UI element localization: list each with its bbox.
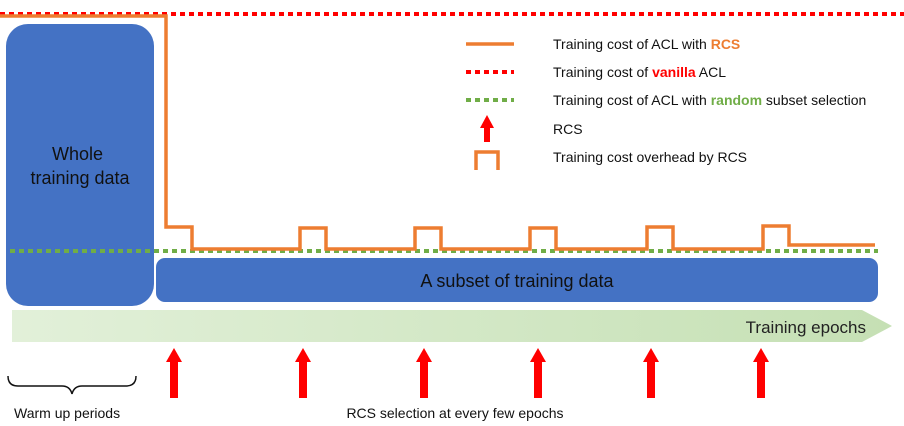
- legend-random-highlight: random: [711, 92, 762, 108]
- rcs-arrow-2: [295, 348, 311, 398]
- rcs-selection-label: RCS selection at every few epochs: [346, 405, 563, 421]
- legend-vanilla-highlight: vanilla: [652, 64, 696, 80]
- legend-arrow-text: RCS: [553, 121, 583, 137]
- subset-training-data-block: [156, 258, 878, 302]
- rcs-arrow-4: [530, 348, 546, 398]
- whole-training-data-block: [6, 24, 154, 306]
- legend-overhead-swatch: [474, 150, 500, 170]
- rcs-arrow-5: [643, 348, 659, 398]
- legend-vanilla-prefix: Training cost of: [553, 64, 652, 80]
- rcs-cost-line: [0, 14, 875, 251]
- rcs-arrow-3: [416, 348, 432, 398]
- legend-random-prefix: Training cost of ACL with: [553, 92, 711, 108]
- whole-training-data-label: Whole training data: [30, 144, 130, 188]
- legend-overhead-text: Training cost overhead by RCS: [553, 149, 747, 165]
- legend-rcs-prefix: Training cost of ACL with: [553, 36, 711, 52]
- rcs-arrow-1: [166, 348, 182, 398]
- rcs-arrow-6: [753, 348, 769, 398]
- training-epochs-arrow: [12, 310, 892, 342]
- whole-label-line2: training data: [30, 168, 130, 188]
- legend-rcs-text: Training cost of ACL with RCS: [553, 36, 740, 52]
- subset-training-data-label: A subset of training data: [420, 271, 614, 291]
- legend-random-suffix: subset selection: [762, 92, 866, 108]
- whole-label-line1: Whole: [52, 144, 103, 164]
- legend-vanilla-text: Training cost of vanilla ACL: [553, 64, 726, 80]
- legend-arrow-swatch: [480, 115, 494, 142]
- legend-random-text: Training cost of ACL with random subset …: [553, 92, 866, 108]
- legend-vanilla-suffix: ACL: [696, 64, 727, 80]
- warmup-label: Warm up periods: [14, 405, 120, 421]
- rcs-arrows: [166, 348, 769, 398]
- warmup-brace: [7, 375, 137, 395]
- legend: Training cost of ACL with RCS Training c…: [466, 36, 866, 170]
- legend-rcs-highlight: RCS: [711, 36, 741, 52]
- training-epochs-label: Training epochs: [746, 318, 866, 337]
